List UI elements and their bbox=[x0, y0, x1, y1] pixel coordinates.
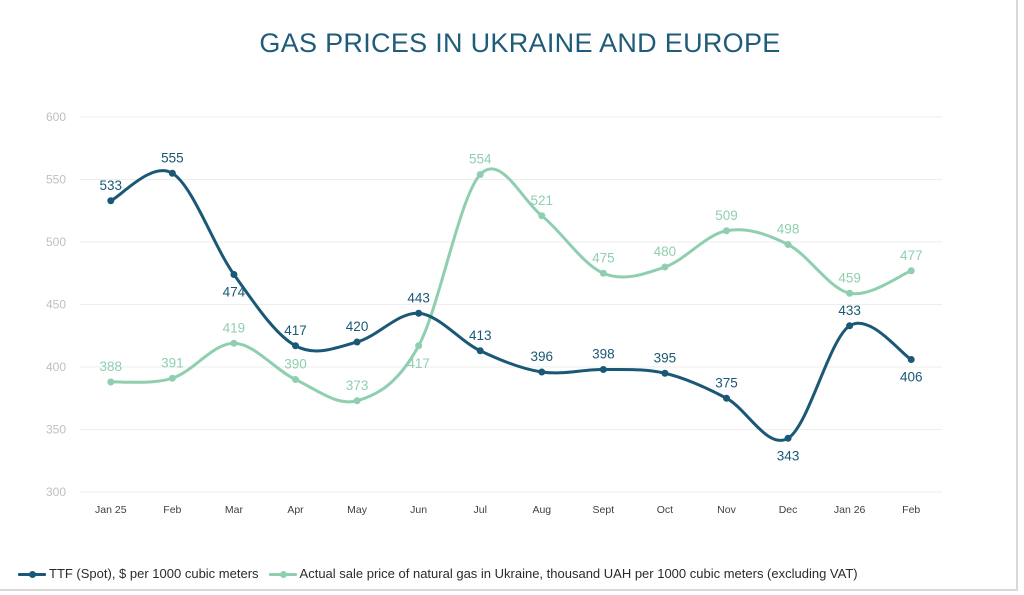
data-label-ttf: 395 bbox=[654, 350, 677, 365]
y-tick-label: 500 bbox=[46, 235, 66, 249]
data-label-ukraine: 419 bbox=[223, 320, 246, 335]
data-label-ukraine: 554 bbox=[469, 152, 492, 167]
data-point-ttf bbox=[230, 271, 238, 278]
data-point-ukraine bbox=[168, 374, 176, 382]
data-label-ttf: 398 bbox=[592, 347, 615, 362]
data-label-ukraine: 521 bbox=[531, 193, 554, 208]
x-tick-label: Jun bbox=[410, 504, 427, 516]
data-label-ukraine: 417 bbox=[407, 356, 430, 371]
legend-item-ukraine: Actual sale price of natural gas in Ukra… bbox=[268, 566, 858, 581]
data-label-ukraine: 477 bbox=[900, 248, 923, 263]
x-tick-label: Dec bbox=[779, 504, 798, 516]
data-point-ukraine bbox=[599, 269, 607, 277]
data-point-ttf bbox=[292, 342, 299, 350]
data-point-ttf bbox=[723, 394, 730, 402]
x-tick-label: May bbox=[347, 504, 368, 516]
data-point-ukraine bbox=[538, 212, 546, 220]
y-tick-label: 600 bbox=[46, 110, 66, 124]
data-point-ttf bbox=[538, 368, 546, 376]
data-point-ttf bbox=[415, 309, 423, 317]
x-tick-label: Apr bbox=[287, 504, 304, 516]
data-point-ukraine bbox=[415, 342, 423, 350]
data-point-ukraine bbox=[230, 339, 238, 347]
y-tick-label: 450 bbox=[46, 298, 66, 312]
data-label-ukraine: 459 bbox=[838, 270, 861, 285]
legend-swatch-ukraine bbox=[268, 568, 297, 580]
data-point-ukraine bbox=[476, 171, 484, 178]
data-label-ukraine: 480 bbox=[654, 244, 677, 259]
data-label-ttf: 343 bbox=[777, 448, 800, 463]
data-point-ukraine bbox=[107, 378, 115, 386]
data-point-ttf bbox=[846, 322, 854, 330]
data-label-ttf: 420 bbox=[346, 319, 369, 334]
data-point-ttf bbox=[107, 197, 115, 205]
y-tick-label: 400 bbox=[46, 360, 66, 374]
data-point-ukraine bbox=[661, 263, 669, 271]
data-point-ttf bbox=[168, 169, 176, 177]
data-point-ttf bbox=[353, 338, 361, 346]
x-tick-label: Aug bbox=[532, 504, 551, 516]
legend-label-ttf: TTF (Spot), $ per 1000 cubic meters bbox=[49, 566, 259, 581]
data-label-ttf: 396 bbox=[531, 349, 554, 364]
chart-title: GAS PRICES IN UKRAINE AND EUROPE bbox=[259, 28, 781, 58]
data-point-ukraine bbox=[723, 227, 730, 235]
x-tick-label: Sept bbox=[593, 504, 615, 516]
data-point-ttf bbox=[907, 356, 915, 363]
data-point-ttf bbox=[661, 369, 669, 377]
data-label-ukraine: 373 bbox=[346, 378, 369, 393]
data-label-ttf: 406 bbox=[900, 370, 923, 385]
data-label-ttf: 417 bbox=[284, 323, 307, 338]
x-tick-label: Mar bbox=[225, 504, 244, 516]
y-tick-label: 300 bbox=[46, 485, 66, 499]
data-label-ukraine: 509 bbox=[715, 208, 738, 223]
chart-legend: TTF (Spot), $ per 1000 cubic meters Actu… bbox=[18, 566, 868, 581]
data-label-ttf: 533 bbox=[100, 178, 123, 193]
series-line-ttf bbox=[109, 169, 913, 442]
data-point-ukraine bbox=[907, 267, 915, 275]
y-tick-label: 350 bbox=[46, 423, 66, 437]
data-point-ukraine bbox=[292, 376, 299, 383]
series-line-ukraine bbox=[109, 167, 913, 404]
data-label-ttf: 443 bbox=[407, 290, 430, 305]
line-chart: 300 350 400 450 500 550 600 Jan 25 Feb Mar Apr May J… bbox=[46, 110, 942, 516]
data-point-ttf bbox=[784, 434, 792, 442]
data-label-ttf: 555 bbox=[161, 150, 184, 165]
data-label-ukraine: 475 bbox=[592, 250, 615, 265]
data-label-ukraine: 498 bbox=[777, 222, 800, 237]
data-point-ttf bbox=[599, 366, 607, 373]
x-tick-label: Oct bbox=[657, 504, 673, 516]
x-tick-label: Feb bbox=[902, 504, 920, 516]
data-label-ttf: 375 bbox=[715, 375, 738, 390]
x-tick-label: Feb bbox=[163, 504, 181, 516]
data-label-ukraine: 391 bbox=[161, 355, 184, 370]
y-tick-label: 550 bbox=[46, 173, 66, 187]
data-label-ukraine: 390 bbox=[284, 357, 307, 372]
x-tick-label: Nov bbox=[717, 504, 736, 516]
data-point-ukraine bbox=[846, 289, 854, 297]
data-point-ukraine bbox=[784, 241, 792, 248]
data-point-ttf bbox=[476, 347, 484, 355]
x-tick-label: Jan 25 bbox=[95, 504, 127, 516]
data-label-ukraine: 388 bbox=[100, 359, 123, 374]
legend-label-ukraine: Actual sale price of natural gas in Ukra… bbox=[299, 566, 858, 581]
data-label-ttf: 433 bbox=[838, 303, 861, 318]
x-tick-label: Jan 26 bbox=[834, 504, 866, 516]
data-point-ukraine bbox=[353, 397, 361, 405]
legend-swatch-ttf bbox=[18, 568, 46, 580]
legend-item-ttf: TTF (Spot), $ per 1000 cubic meters bbox=[18, 566, 259, 581]
data-label-ttf: 474 bbox=[223, 285, 246, 300]
x-tick-label: Jul bbox=[473, 504, 486, 516]
data-label-ttf: 413 bbox=[469, 328, 492, 343]
